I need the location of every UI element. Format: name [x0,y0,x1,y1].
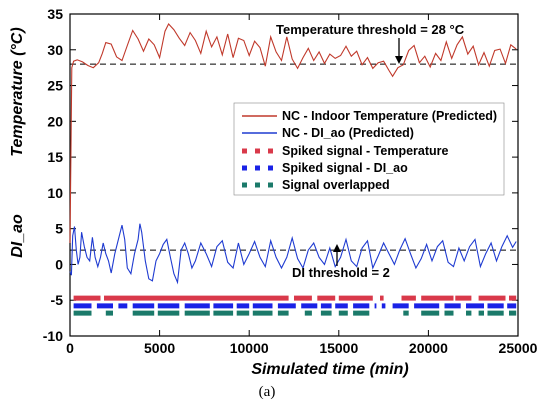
y-tick-label: -10 [43,328,63,344]
x-tick-label: 15000 [319,340,358,356]
temperature-series-line [69,23,517,244]
x-tick-label: 5000 [144,340,175,356]
legend-box [233,102,505,196]
legend-label-di: NC - DI_ao (Predicted) [282,126,414,140]
y-tick-label: 35 [47,6,63,22]
temperature-threshold-annotation: Temperature threshold = 28 °C [276,22,465,37]
y-tick-label: 15 [47,149,63,165]
legend-label-spike-temperature: Spiked signal - Temperature [282,144,449,158]
temperature-threshold-arrowhead [395,56,403,64]
plot-area [69,13,519,337]
y-tick-label: 0 [55,256,63,272]
legend-label-temperature: NC - Indoor Temperature (Predicted) [282,109,497,123]
spike-segments [73,295,517,316]
y-tick-label: 10 [47,185,63,201]
x-tick-label: 0 [66,340,74,356]
y-axis-title-bottom: DI_ao [9,214,26,258]
plot-frame [69,13,519,337]
di-series-line [69,223,517,285]
x-axis-tick-labels: 0 5000 10000 15000 20000 25000 [66,340,538,356]
x-axis-title: Simulated time (min) [251,361,408,378]
y-tick-label: 25 [47,78,63,94]
di-threshold-annotation: DI threshold = 2 [292,265,390,280]
legend-label-spike-di: Spiked signal - DI_ao [282,161,408,175]
x-tick-label: 10000 [230,340,269,356]
di-threshold-arrowhead [333,244,341,252]
y-tick-label: 20 [47,113,63,129]
y-axis-title-top: Temperature (°C) [9,27,26,156]
y-tick-label: 5 [55,221,63,237]
y-tick-label: 30 [47,42,63,58]
y-tick-label: -5 [51,292,64,308]
legend: NC - Indoor Temperature (Predicted) NC -… [233,102,505,196]
x-tick-label: 20000 [409,340,448,356]
figure-caption: (a) [259,384,276,400]
x-tick-label: 25000 [499,340,538,356]
legend-label-overlap: Signal overlapped [282,178,390,192]
y-axis-tick-labels: -10 -5 0 5 10 15 20 25 30 35 [43,6,63,344]
